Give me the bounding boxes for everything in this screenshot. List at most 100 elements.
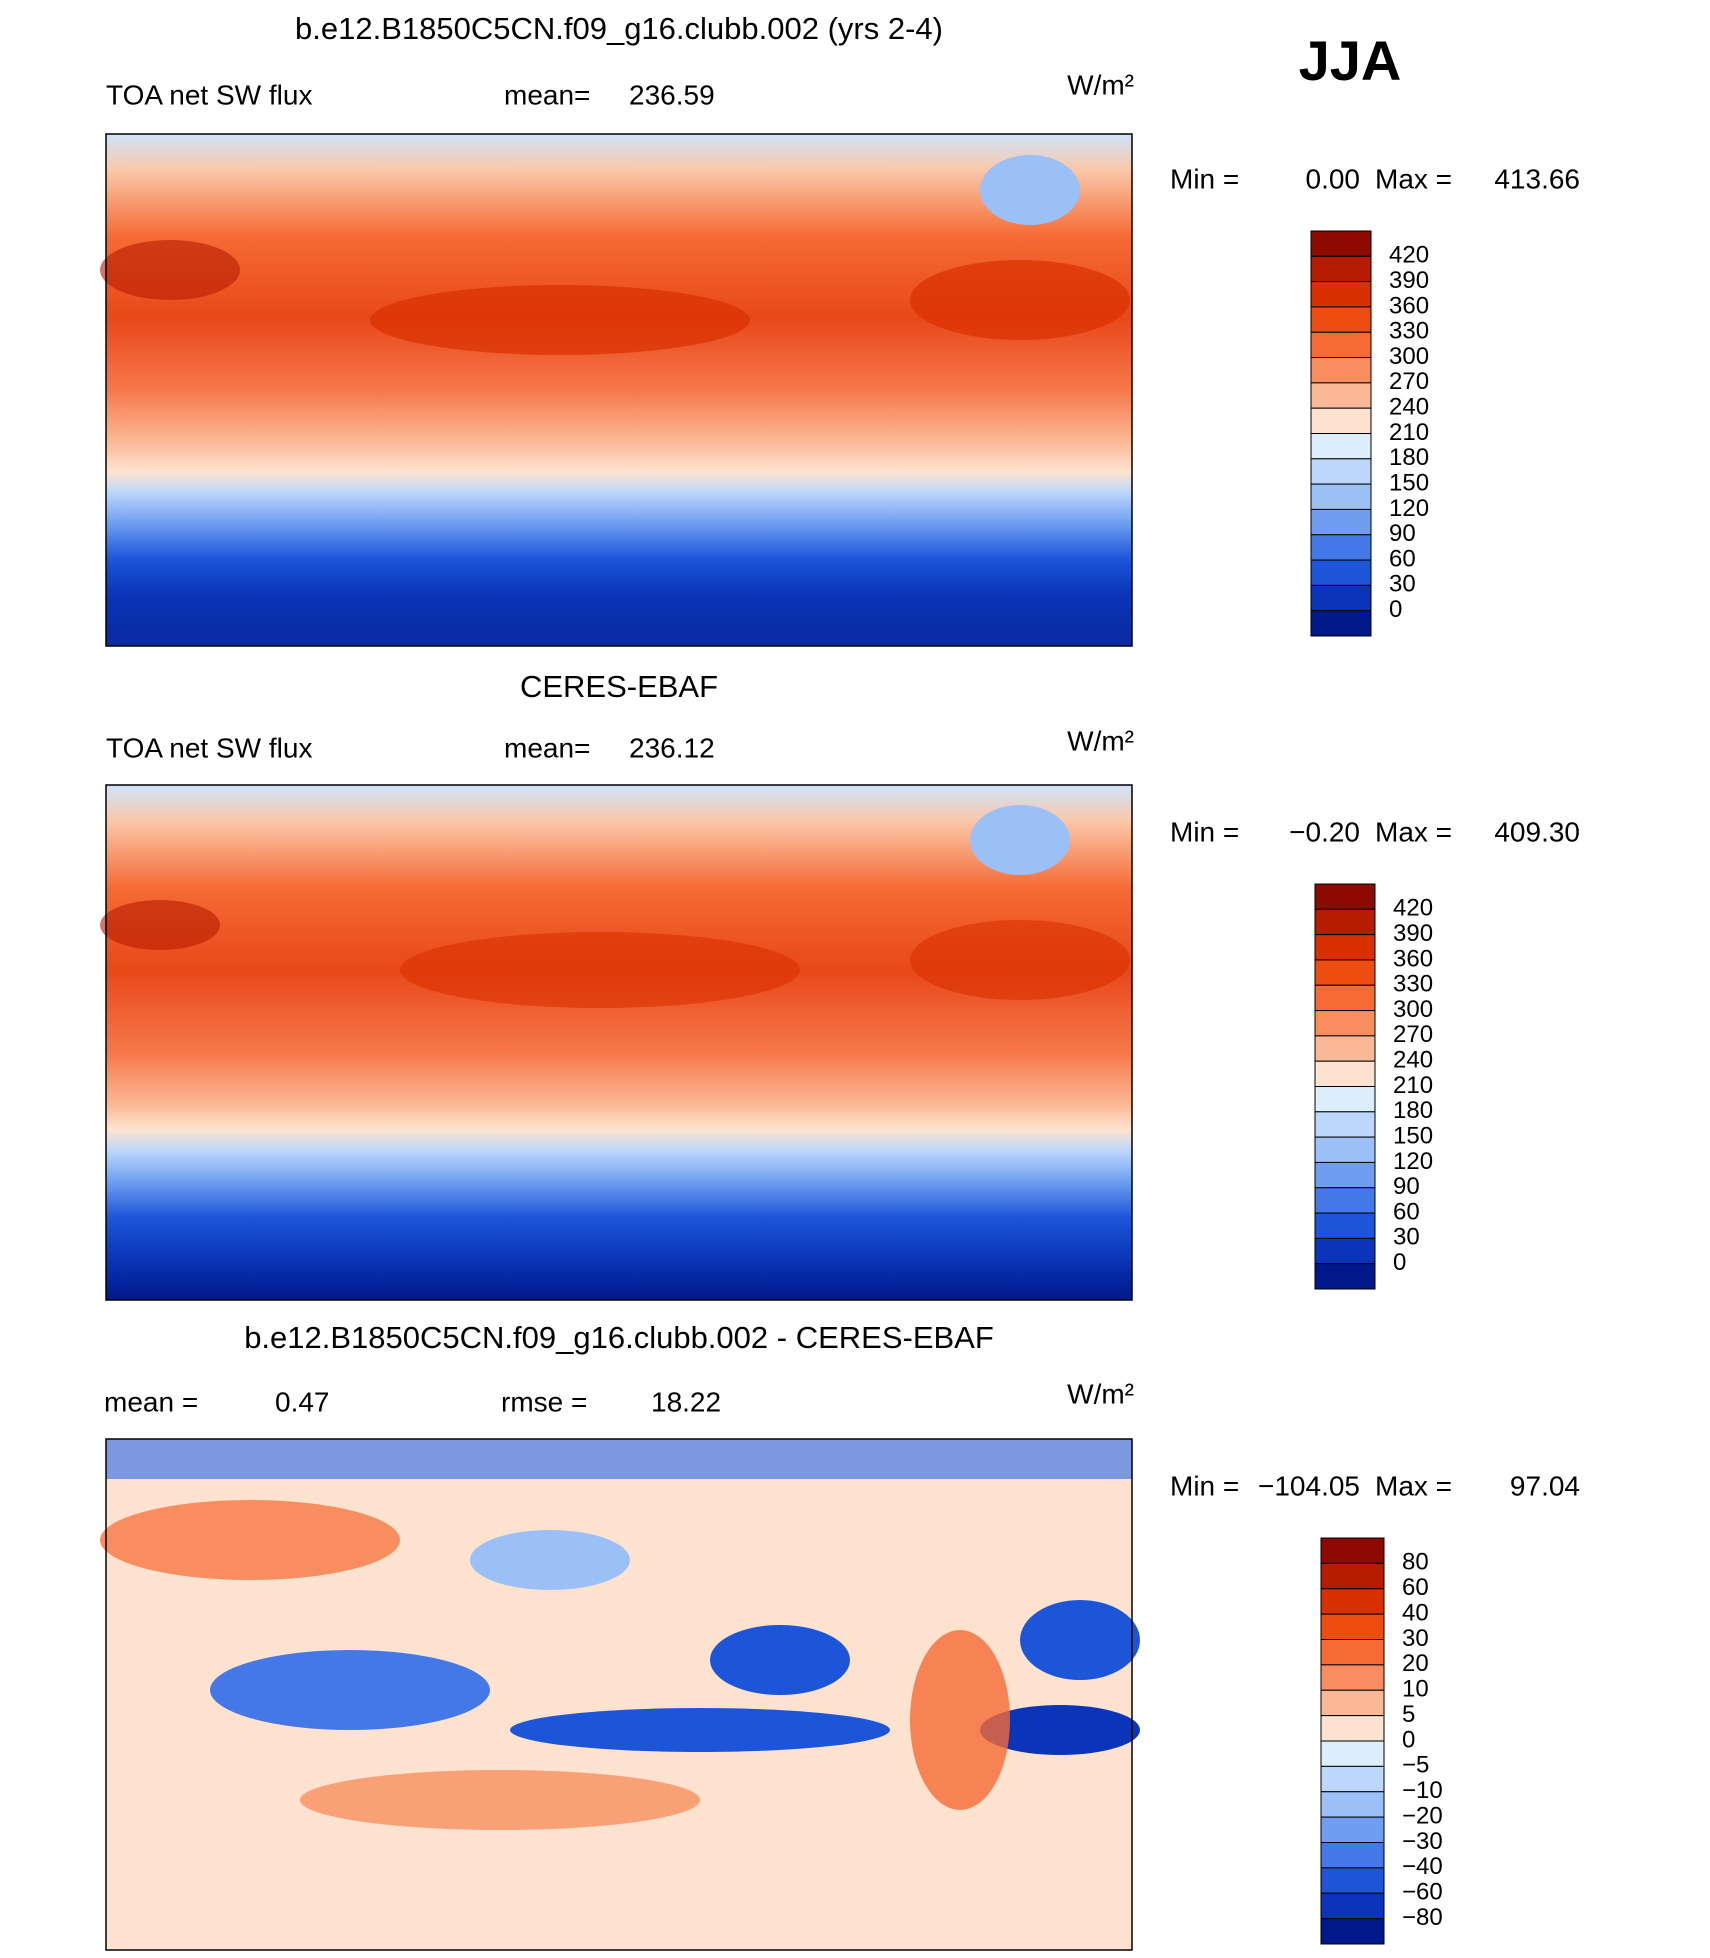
- colorbar-label: 360: [1389, 292, 1429, 319]
- colorbar-label: 360: [1393, 945, 1433, 972]
- colorbar-box: [1310, 407, 1372, 434]
- min-label: Min =: [1170, 163, 1239, 194]
- colorbar-box: [1310, 306, 1372, 333]
- colorbar-box: [1310, 433, 1372, 460]
- units: W/m²: [1067, 725, 1134, 756]
- colorbar-label: −60: [1402, 1879, 1443, 1906]
- max-value: 97.04: [1510, 1470, 1580, 1501]
- colorbar-box: [1320, 1613, 1385, 1640]
- panel-title: CERES-EBAF: [520, 669, 718, 704]
- units: W/m²: [1067, 69, 1134, 100]
- colorbar-label: 0: [1402, 1726, 1415, 1753]
- colorbar-box: [1314, 908, 1376, 936]
- colorbar-box: [1314, 1010, 1376, 1037]
- colorbar-label: 390: [1393, 920, 1433, 947]
- stat-value: 18.22: [651, 1386, 721, 1417]
- colorbar-label: −20: [1402, 1802, 1443, 1829]
- colorbar-label: 60: [1393, 1198, 1420, 1225]
- colorbar-box: [1320, 1537, 1385, 1564]
- units: W/m²: [1067, 1378, 1134, 1409]
- colorbar-label: 120: [1393, 1148, 1433, 1175]
- min-value: −104.05: [1258, 1470, 1360, 1501]
- colorbar-box: [1314, 1161, 1376, 1189]
- max-value: 413.66: [1494, 163, 1580, 194]
- colorbar-label: 330: [1389, 318, 1429, 345]
- panel-title: b.e12.B1850C5CN.f09_g16.clubb.002 (yrs 2…: [295, 11, 943, 46]
- colorbar-label: −30: [1402, 1828, 1443, 1855]
- colorbar-label: 10: [1402, 1676, 1429, 1703]
- colorbar-label: 60: [1402, 1574, 1429, 1601]
- colorbar-label: 180: [1393, 1097, 1433, 1124]
- colorbar-label: 60: [1389, 545, 1416, 572]
- colorbar-label: 120: [1389, 495, 1429, 522]
- colorbar-box: [1320, 1791, 1385, 1818]
- stat-value: 0.47: [275, 1386, 330, 1417]
- colorbar-label: −10: [1402, 1777, 1443, 1804]
- stat-label: mean=: [504, 732, 590, 763]
- field-name: TOA net SW flux: [106, 79, 312, 110]
- colorbar-box: [1314, 1187, 1376, 1214]
- colorbar-label: −80: [1402, 1904, 1443, 1931]
- colorbar-box: [1314, 984, 1376, 1012]
- colorbar-box: [1320, 1918, 1385, 1945]
- colorbar-box: [1314, 934, 1376, 961]
- map-1: [100, 133, 1133, 647]
- colorbar-label: 5: [1402, 1701, 1415, 1728]
- min-label: Min =: [1170, 1470, 1239, 1501]
- colorbar-label: 40: [1402, 1599, 1429, 1626]
- colorbar-box: [1310, 483, 1372, 510]
- colorbar-box: [1314, 1035, 1376, 1062]
- stat-label: mean =: [104, 1386, 198, 1417]
- map-3: [100, 1438, 1140, 1951]
- colorbar-label: 330: [1393, 971, 1433, 998]
- max-label: Max =: [1375, 1470, 1452, 1501]
- colorbar-box: [1320, 1588, 1385, 1615]
- colorbar-box: [1314, 1263, 1376, 1290]
- max-label: Max =: [1375, 816, 1452, 847]
- colorbar-label: 300: [1393, 996, 1433, 1023]
- colorbar-box: [1310, 610, 1372, 637]
- colorbar-box: [1314, 883, 1376, 910]
- colorbar-label: 210: [1393, 1072, 1433, 1099]
- colorbar-label: 240: [1393, 1047, 1433, 1074]
- colorbar-box: [1314, 1060, 1376, 1087]
- colorbar-box: [1310, 230, 1372, 257]
- panel-title: b.e12.B1850C5CN.f09_g16.clubb.002 - CERE…: [244, 1320, 994, 1355]
- colorbar-label: 180: [1389, 444, 1429, 471]
- colorbar-box: [1314, 1212, 1376, 1239]
- colorbar-label: 240: [1389, 394, 1429, 421]
- colorbar-label: 0: [1393, 1249, 1406, 1276]
- stat-label: rmse =: [501, 1386, 587, 1417]
- colorbar-box: [1310, 357, 1372, 384]
- colorbar-label: 80: [1402, 1549, 1429, 1576]
- stat-value: 236.59: [629, 79, 715, 110]
- colorbar-box: [1310, 382, 1372, 409]
- stat-label: mean=: [504, 79, 590, 110]
- colorbar-box: [1314, 1136, 1376, 1163]
- colorbar-label: −5: [1402, 1752, 1429, 1779]
- min-value: 0.00: [1306, 163, 1361, 194]
- colorbar-label: 300: [1389, 343, 1429, 370]
- colorbar-box: [1320, 1664, 1385, 1691]
- season-label: JJA: [1299, 29, 1402, 92]
- colorbar-label: 270: [1389, 368, 1429, 395]
- colorbar-label: 30: [1389, 571, 1416, 598]
- colorbar-label: 0: [1389, 596, 1402, 623]
- colorbar-box: [1320, 1689, 1385, 1717]
- colorbar-box: [1314, 1111, 1376, 1138]
- colorbar-label: 210: [1389, 419, 1429, 446]
- colorbar-label: 420: [1389, 242, 1429, 269]
- colorbar-label: 90: [1389, 520, 1416, 547]
- map-2: [100, 784, 1133, 1301]
- colorbar-box: [1314, 959, 1376, 986]
- colorbar-label: 30: [1402, 1625, 1429, 1652]
- colorbar-box: [1320, 1816, 1385, 1843]
- min-value: −0.20: [1289, 816, 1360, 847]
- colorbar-label: 150: [1393, 1122, 1433, 1149]
- colorbar-box: [1320, 1842, 1385, 1869]
- colorbar-label: 150: [1389, 469, 1429, 496]
- colorbar-box: [1310, 508, 1372, 536]
- colorbar-box: [1320, 1765, 1385, 1793]
- colorbar-label: 90: [1393, 1173, 1420, 1200]
- colorbar-box: [1320, 1639, 1385, 1666]
